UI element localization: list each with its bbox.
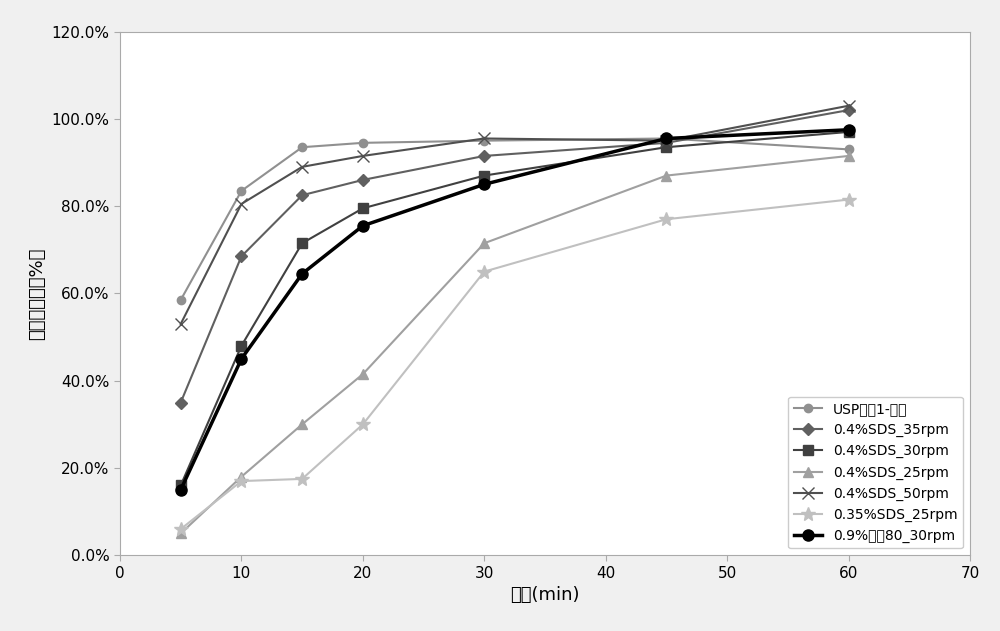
0.4%SDS_30rpm bbox=[296, 239, 308, 247]
Y-axis label: 累积溶出度（%）: 累积溶出度（%） bbox=[28, 247, 46, 339]
0.4%SDS_35rpm bbox=[235, 252, 247, 260]
0.35%SDS_25rpm bbox=[843, 196, 855, 203]
0.4%SDS_30rpm bbox=[357, 204, 369, 212]
0.35%SDS_25rpm bbox=[296, 475, 308, 483]
USP方法1-原研 bbox=[660, 134, 672, 142]
0.4%SDS_25rpm bbox=[175, 529, 187, 537]
0.4%SDS_30rpm bbox=[843, 128, 855, 136]
Line: 0.4%SDS_25rpm: 0.4%SDS_25rpm bbox=[176, 151, 853, 538]
0.4%SDS_25rpm bbox=[357, 370, 369, 378]
Line: 0.35%SDS_25rpm: 0.35%SDS_25rpm bbox=[174, 192, 856, 536]
0.4%SDS_30rpm bbox=[478, 172, 490, 179]
Line: 0.4%SDS_30rpm: 0.4%SDS_30rpm bbox=[176, 127, 853, 490]
0.9%吐温80_30rpm bbox=[296, 270, 308, 278]
0.9%吐温80_30rpm bbox=[478, 180, 490, 188]
0.35%SDS_25rpm bbox=[235, 477, 247, 485]
0.4%SDS_50rpm bbox=[660, 137, 672, 144]
0.9%吐温80_30rpm bbox=[235, 355, 247, 363]
0.4%SDS_25rpm bbox=[296, 421, 308, 428]
0.4%SDS_50rpm bbox=[235, 200, 247, 208]
0.4%SDS_25rpm bbox=[478, 239, 490, 247]
Line: 0.9%吐温80_30rpm: 0.9%吐温80_30rpm bbox=[175, 124, 854, 495]
0.9%吐温80_30rpm bbox=[660, 134, 672, 142]
X-axis label: 时间(min): 时间(min) bbox=[510, 586, 580, 604]
Line: USP方法1-原研: USP方法1-原研 bbox=[177, 134, 853, 304]
0.4%SDS_50rpm bbox=[478, 134, 490, 142]
USP方法1-原研 bbox=[478, 137, 490, 144]
0.9%吐温80_30rpm bbox=[843, 126, 855, 134]
USP方法1-原研 bbox=[843, 146, 855, 153]
0.4%SDS_35rpm bbox=[660, 139, 672, 146]
0.4%SDS_30rpm bbox=[660, 143, 672, 151]
0.9%吐温80_30rpm bbox=[175, 486, 187, 493]
0.4%SDS_25rpm bbox=[235, 473, 247, 481]
0.4%SDS_25rpm bbox=[660, 172, 672, 179]
0.4%SDS_50rpm bbox=[357, 152, 369, 160]
USP方法1-原研 bbox=[357, 139, 369, 146]
0.9%吐温80_30rpm bbox=[357, 222, 369, 230]
USP方法1-原研 bbox=[175, 296, 187, 304]
0.4%SDS_35rpm bbox=[357, 176, 369, 184]
0.35%SDS_25rpm bbox=[660, 215, 672, 223]
0.4%SDS_25rpm bbox=[843, 152, 855, 160]
0.35%SDS_25rpm bbox=[478, 268, 490, 275]
0.4%SDS_35rpm bbox=[843, 106, 855, 114]
Line: 0.4%SDS_50rpm: 0.4%SDS_50rpm bbox=[175, 100, 854, 329]
0.35%SDS_25rpm bbox=[357, 421, 369, 428]
USP方法1-原研 bbox=[296, 143, 308, 151]
0.4%SDS_35rpm bbox=[175, 399, 187, 406]
Line: 0.4%SDS_35rpm: 0.4%SDS_35rpm bbox=[177, 106, 853, 407]
0.4%SDS_30rpm bbox=[175, 481, 187, 489]
0.4%SDS_30rpm bbox=[235, 342, 247, 350]
0.4%SDS_35rpm bbox=[296, 191, 308, 199]
Legend: USP方法1-原研, 0.4%SDS_35rpm, 0.4%SDS_30rpm, 0.4%SDS_25rpm, 0.4%SDS_50rpm, 0.35%SDS_: USP方法1-原研, 0.4%SDS_35rpm, 0.4%SDS_30rpm,… bbox=[788, 397, 963, 548]
0.4%SDS_50rpm bbox=[175, 320, 187, 327]
0.35%SDS_25rpm bbox=[175, 525, 187, 533]
0.4%SDS_50rpm bbox=[843, 102, 855, 110]
0.4%SDS_35rpm bbox=[478, 152, 490, 160]
0.4%SDS_50rpm bbox=[296, 163, 308, 170]
USP方法1-原研 bbox=[235, 187, 247, 194]
